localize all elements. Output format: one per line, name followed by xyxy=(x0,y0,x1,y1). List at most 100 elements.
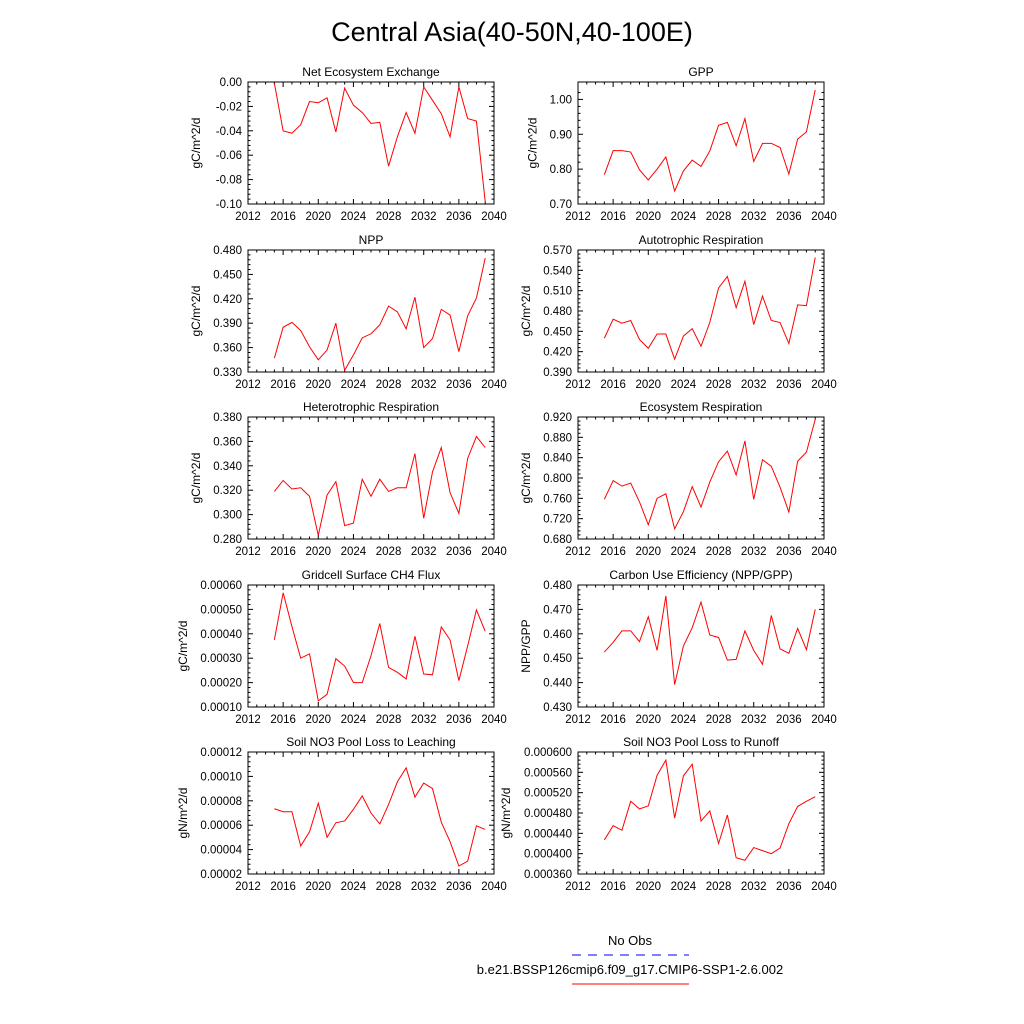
x-tick-label: 2040 xyxy=(811,211,837,223)
x-tick-label: 2032 xyxy=(741,546,767,558)
plot-frame xyxy=(577,751,825,875)
y-tick-label: 0.70 xyxy=(550,199,572,211)
y-tick-label: 0.450 xyxy=(213,269,242,281)
panel-title: Net Ecosystem Exchange xyxy=(302,65,440,79)
x-tick-label: 2040 xyxy=(811,546,837,558)
panel-title: Heterotrophic Respiration xyxy=(303,400,439,414)
panel-autotrophic-respiration: Autotrophic Respiration 2012 2016 2020 2024 2… xyxy=(519,233,837,391)
y-tick-label: 0.360 xyxy=(213,343,242,355)
x-tick-label: 2012 xyxy=(565,546,591,558)
y-tick-label: 0.800 xyxy=(543,473,572,485)
x-tick-label: 2020 xyxy=(305,714,331,726)
x-tick-label: 2020 xyxy=(635,546,661,558)
x-tick-label: 2024 xyxy=(341,546,367,558)
y-tick-label: 0.330 xyxy=(213,367,242,379)
panel-soil-no3-pool-loss-to-runoff: Soil NO3 Pool Loss to Runoff 2012 2016 2020… xyxy=(499,735,837,893)
x-tick-label: 2012 xyxy=(565,881,591,893)
plot-frame xyxy=(247,584,495,708)
x-tick-label: 2012 xyxy=(235,379,261,391)
y-tick-label: 0.320 xyxy=(213,485,242,497)
y-tick-label: 0.00004 xyxy=(200,845,242,857)
panel-title: NPP xyxy=(359,233,384,247)
x-tick-label: 2024 xyxy=(671,714,697,726)
y-tick-label: -0.10 xyxy=(216,199,242,211)
x-tick-label: 2020 xyxy=(305,881,331,893)
y-tick-label: 0.00030 xyxy=(200,653,242,665)
x-tick-label: 2012 xyxy=(235,714,261,726)
x-tick-label: 2036 xyxy=(446,546,472,558)
y-tick-label: -0.08 xyxy=(216,175,242,187)
x-tick-label: 2012 xyxy=(565,714,591,726)
y-tick-label: 0.000480 xyxy=(524,808,572,820)
x-tick-label: 2040 xyxy=(811,881,837,893)
y-axis-label: gC/m^2/d xyxy=(189,286,203,337)
y-tick-label: -0.02 xyxy=(216,101,242,113)
series-line xyxy=(603,758,816,861)
y-tick-label: 0.840 xyxy=(543,453,572,465)
x-tick-label: 2016 xyxy=(270,714,296,726)
panel-soil-no3-pool-loss-to-leaching: Soil NO3 Pool Loss to Leaching 2012 2016 20… xyxy=(176,735,507,893)
plot-frame xyxy=(577,416,825,540)
x-tick-label: 2012 xyxy=(235,881,261,893)
x-tick-label: 2032 xyxy=(741,211,767,223)
plot-frame xyxy=(577,81,825,205)
x-tick-label: 2040 xyxy=(481,714,507,726)
x-tick-label: 2032 xyxy=(741,881,767,893)
series-line xyxy=(603,89,816,193)
x-tick-label: 2036 xyxy=(446,881,472,893)
panel-title: Ecosystem Respiration xyxy=(640,400,763,414)
y-axis-label: gC/m^2/d xyxy=(189,453,203,504)
x-tick-label: 2012 xyxy=(235,546,261,558)
y-tick-label: -0.04 xyxy=(216,126,243,138)
x-tick-label: 2032 xyxy=(411,379,437,391)
y-tick-label: 0.920 xyxy=(543,412,572,424)
y-tick-label: 0.390 xyxy=(543,367,572,379)
plot-frame xyxy=(577,584,825,708)
x-tick-label: 2032 xyxy=(411,211,437,223)
x-tick-label: 2040 xyxy=(811,379,837,391)
y-tick-label: 0.470 xyxy=(543,604,572,616)
x-tick-label: 2028 xyxy=(376,546,402,558)
legend-label-model: b.e21.BSSP126cmip6.f09_g17.CMIP6-SSP1-2.… xyxy=(477,962,783,977)
panel-heterotrophic-respiration: Heterotrophic Respiration 2012 2016 2020 202… xyxy=(189,400,507,558)
y-axis-label: gC/m^2/d xyxy=(519,286,533,337)
x-tick-label: 2028 xyxy=(706,546,732,558)
series-line xyxy=(274,766,486,867)
x-tick-label: 2036 xyxy=(776,211,802,223)
y-tick-label: 0.430 xyxy=(543,702,572,714)
x-tick-label: 2016 xyxy=(600,881,626,893)
y-tick-label: 0.90 xyxy=(550,129,572,141)
y-tick-label: 0.280 xyxy=(213,534,242,546)
series-line xyxy=(273,592,486,702)
x-tick-label: 2020 xyxy=(635,881,661,893)
y-tick-label: 1.00 xyxy=(550,94,572,106)
x-tick-label: 2032 xyxy=(411,546,437,558)
y-axis-label: gC/m^2/d xyxy=(519,453,533,504)
x-tick-label: 2028 xyxy=(376,714,402,726)
x-tick-label: 2036 xyxy=(776,714,802,726)
series-line xyxy=(603,257,816,361)
y-tick-label: 0.300 xyxy=(213,510,242,522)
x-tick-label: 2028 xyxy=(376,379,402,391)
x-tick-label: 2032 xyxy=(411,714,437,726)
y-tick-label: 0.480 xyxy=(213,245,242,257)
x-tick-label: 2028 xyxy=(706,379,732,391)
x-tick-label: 2040 xyxy=(481,379,507,391)
x-tick-label: 2036 xyxy=(446,714,472,726)
x-tick-label: 2028 xyxy=(376,211,402,223)
plot-frame xyxy=(247,751,495,875)
plot-frame xyxy=(247,416,495,540)
series-line xyxy=(603,595,816,685)
y-tick-label: 0.450 xyxy=(543,653,572,665)
x-tick-label: 2024 xyxy=(671,546,697,558)
x-tick-label: 2032 xyxy=(411,881,437,893)
y-tick-label: -0.06 xyxy=(216,150,242,162)
y-tick-label: 0.440 xyxy=(543,678,572,690)
x-tick-label: 2032 xyxy=(741,379,767,391)
y-axis-label: gC/m^2/d xyxy=(189,118,203,169)
y-tick-label: 0.880 xyxy=(543,432,572,444)
x-tick-label: 2020 xyxy=(635,211,661,223)
x-tick-label: 2040 xyxy=(481,546,507,558)
y-tick-label: 0.000560 xyxy=(524,767,572,779)
plot-frame xyxy=(577,249,825,373)
